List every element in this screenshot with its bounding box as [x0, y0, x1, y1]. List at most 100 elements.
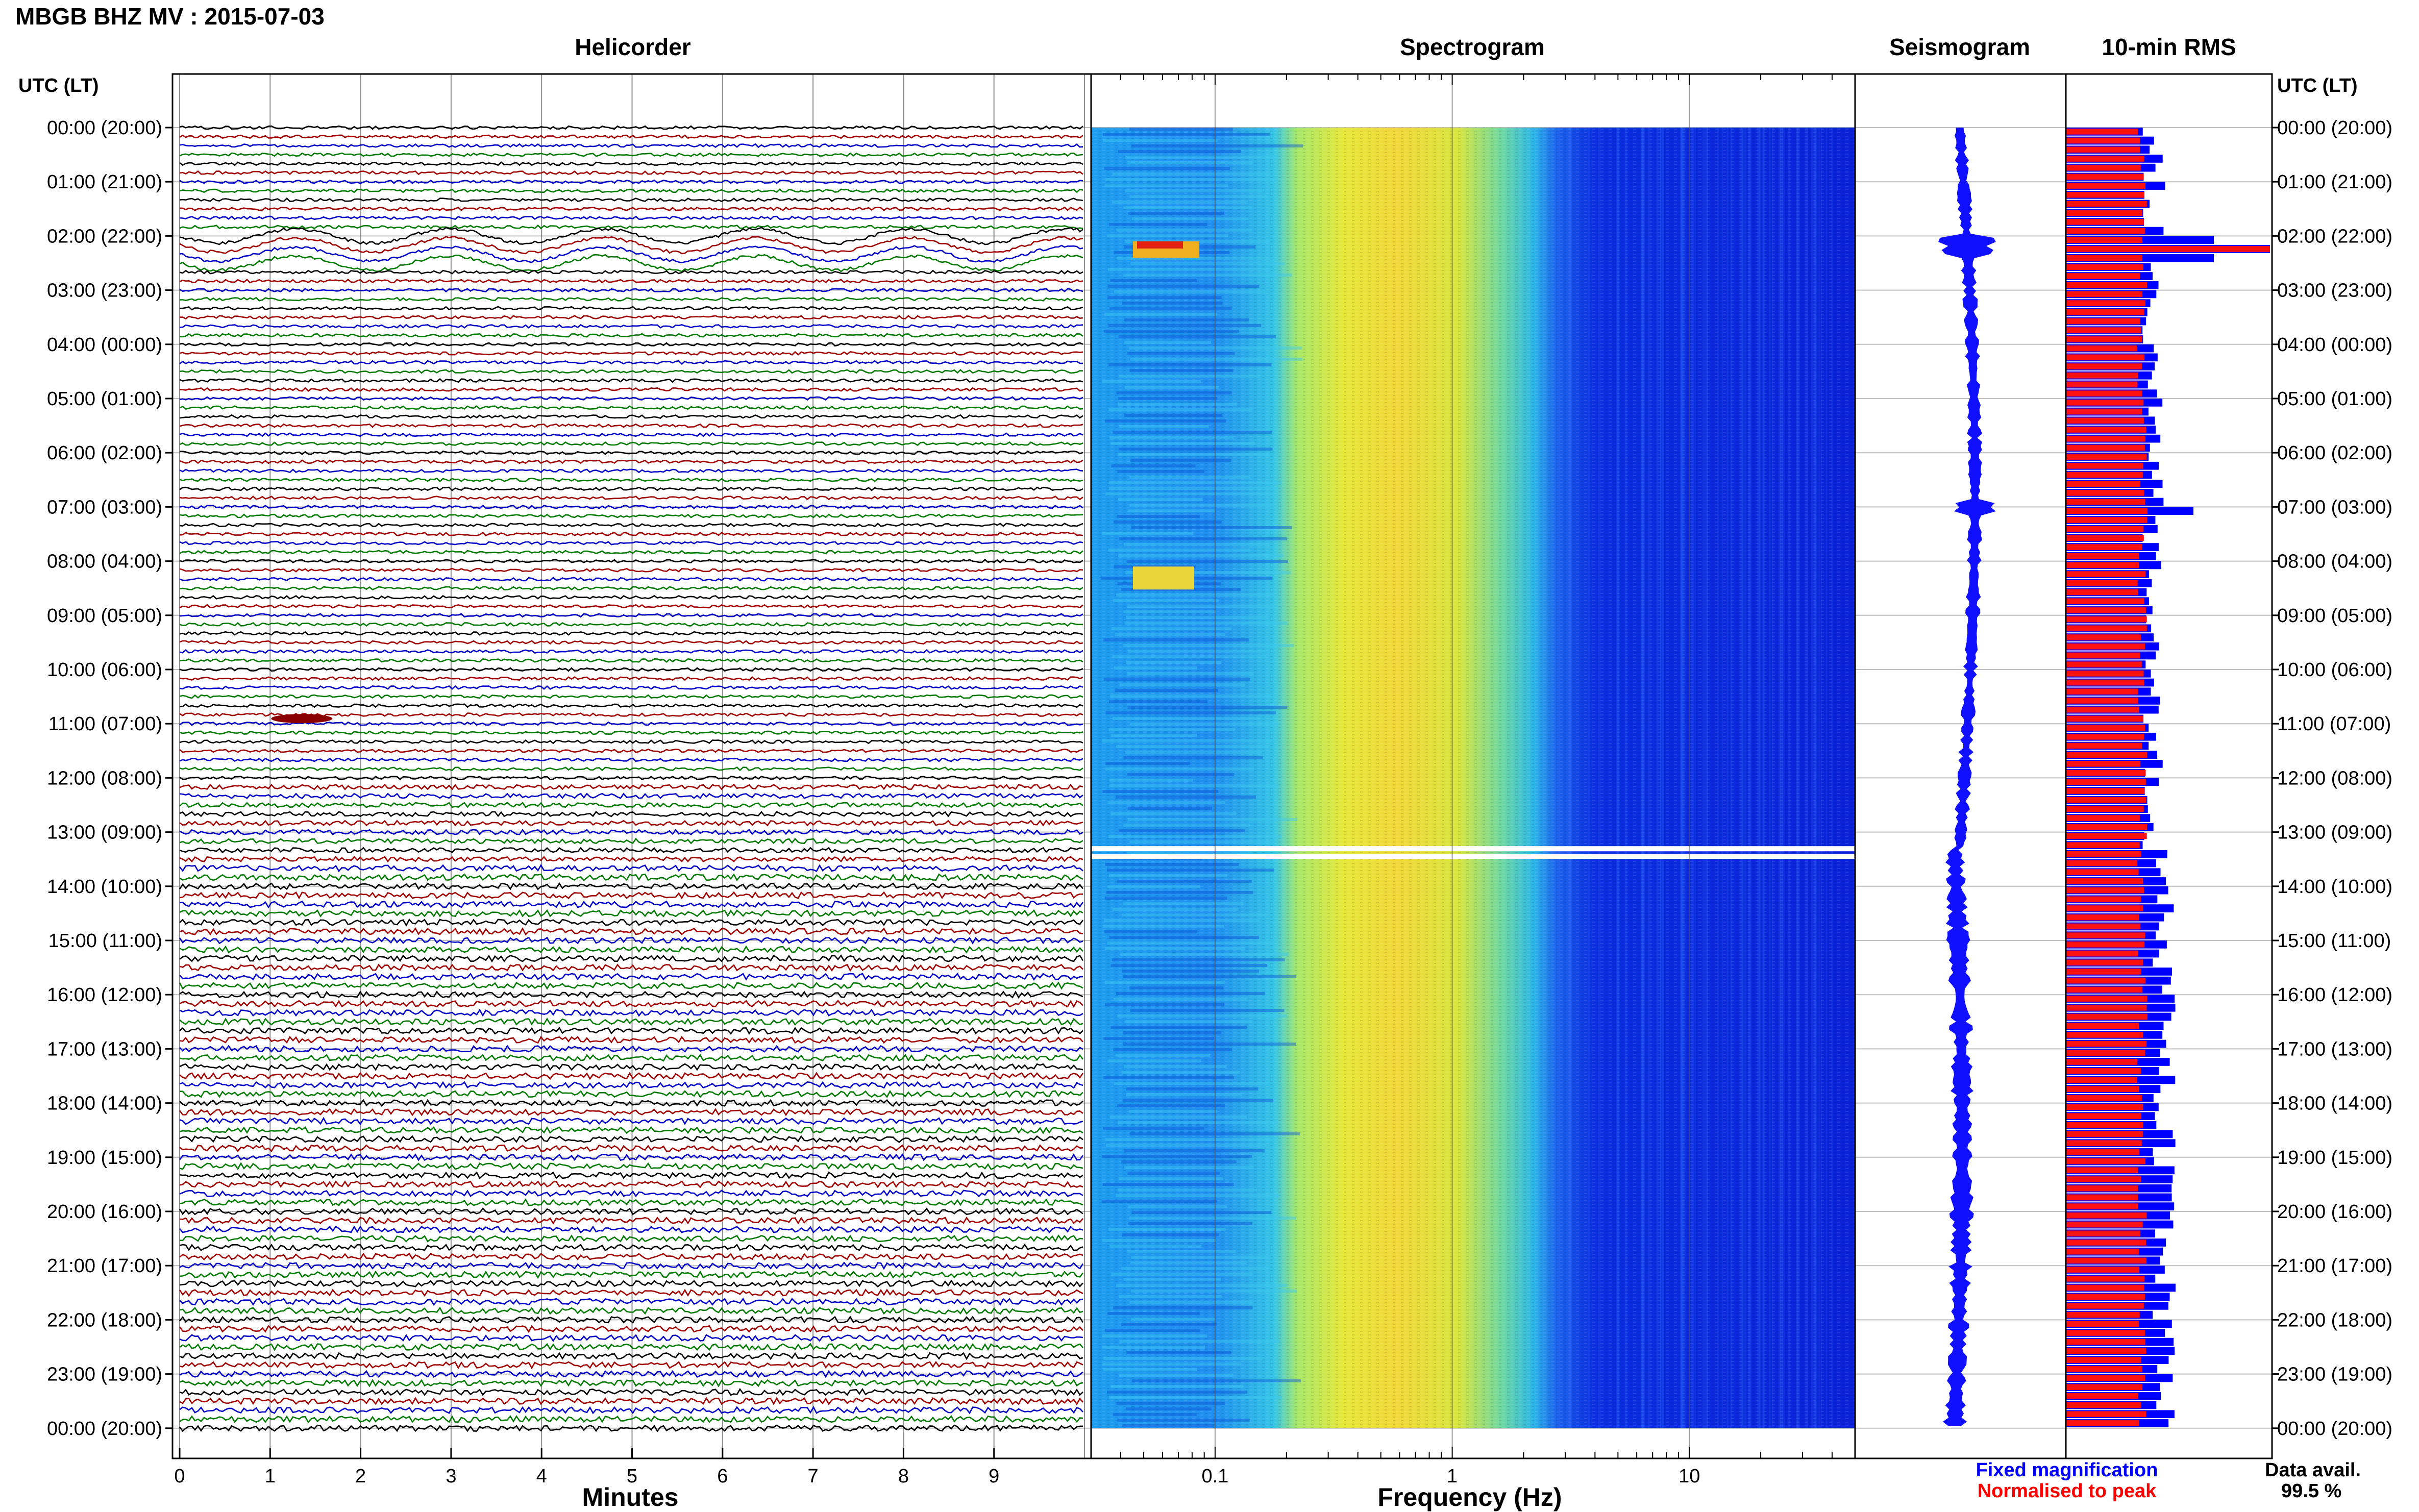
helicorder-trace: [179, 1415, 1083, 1424]
rms-bar-normalised: [2066, 309, 2144, 315]
spectrogram-column: [1682, 128, 1684, 1428]
rms-bar-normalised: [2066, 327, 2141, 334]
helicorder-trace: [179, 1180, 1083, 1188]
spectrogram-stripe: [1119, 537, 1288, 540]
spectrogram-stripe: [1119, 1177, 1223, 1180]
time-label: 14:00 (10:00): [2277, 876, 2392, 898]
helicorder-trace: [179, 856, 1083, 863]
helicorder-trace: [179, 1072, 1084, 1080]
rms-bar-normalised: [2066, 706, 2139, 713]
helicorder-trace: [179, 1333, 1083, 1343]
spectrogram-stripe: [1123, 1043, 1296, 1046]
spectrogram-stripe: [1118, 829, 1245, 832]
spectrogram-stripe: [1117, 1014, 1287, 1018]
spectrogram-stripe: [1107, 801, 1225, 804]
rms-panel: [2066, 128, 2270, 1427]
spectrogram-stripe: [1102, 1346, 1205, 1349]
frequency-axis: 0.1 1 10: [1091, 74, 1856, 1487]
spectrogram-stripe: [1114, 666, 1197, 670]
helicorder-trace: [179, 360, 1083, 365]
spectrogram-stripe: [1108, 700, 1207, 703]
helicorder-trace: [179, 387, 1083, 392]
helicorder-trace: [179, 152, 1083, 157]
spectrogram-column: [1647, 128, 1649, 1428]
rms-bar-normalised: [2066, 354, 2145, 361]
spectrogram-event: [1133, 566, 1194, 590]
rms-bar-normalised: [2066, 372, 2138, 379]
helicorder-trace: [179, 1297, 1083, 1306]
rms-bar-normalised: [2066, 1339, 2145, 1345]
helicorder-trace: [179, 1198, 1083, 1206]
rms-bar-normalised: [2066, 246, 2270, 252]
helicorder-trace: [179, 685, 1083, 690]
rms-bar-normalised: [2066, 1176, 2141, 1182]
spectrogram-stripe: [1127, 1250, 1236, 1253]
helicorder-trace: [179, 837, 1083, 845]
spectrogram-stripe: [1117, 1419, 1250, 1422]
spectrogram-stripe: [1108, 1228, 1226, 1231]
helicorder-trace: [179, 1360, 1083, 1370]
helicorder-trace: [179, 296, 1083, 302]
spectrogram-stripe: [1106, 869, 1274, 872]
spectrogram-stripe: [1109, 936, 1259, 939]
spectrogram-stripe: [1130, 459, 1231, 462]
spectrogram-stripe: [1103, 925, 1225, 928]
rms-bar-normalised: [2066, 1158, 2145, 1164]
spectrogram-stripe: [1118, 397, 1218, 400]
time-axis-header-right: UTC (LT): [2277, 75, 2358, 96]
spectrogram-stripe: [1123, 543, 1269, 546]
spectrogram-stripe: [1126, 616, 1269, 619]
time-label: 15:00 (11:00): [48, 930, 162, 952]
rms-bar-normalised: [2066, 914, 2139, 921]
spectrogram-stripe: [1123, 1031, 1221, 1034]
rms-bar-normalised: [2066, 1330, 2145, 1336]
rms-bar-normalised: [2066, 1402, 2141, 1408]
minutes-axis: 0 1 2 3 4 5 6 7 8 9: [174, 1448, 999, 1487]
spectrogram-stripe: [1119, 1295, 1222, 1298]
rms-bar-normalised: [2066, 1040, 2147, 1047]
spectrogram-stripe: [1114, 290, 1266, 293]
helicorder-trace: [179, 1135, 1083, 1144]
helicorder-trace: [179, 936, 1083, 945]
spectrogram-stripe: [1127, 818, 1298, 821]
rms-bar-normalised: [2066, 1122, 2143, 1128]
spectrogram-stripe: [1126, 560, 1288, 563]
spectrogram-column: [1659, 128, 1661, 1428]
rms-bar-normalised: [2066, 869, 2139, 876]
spectrogram-stripe: [1129, 504, 1274, 507]
spectrogram-stripe: [1112, 627, 1232, 630]
helicorder-trace: [179, 730, 1083, 735]
rms-bar-normalised: [2066, 1059, 2138, 1065]
spectrogram-stripe: [1127, 773, 1235, 776]
spectrogram-stripe: [1124, 341, 1212, 344]
helicorder-trace: [179, 279, 1083, 284]
helicorder-trace: [179, 1117, 1083, 1126]
rms-bar-normalised: [2066, 1221, 2143, 1228]
spectrogram-stripe: [1102, 133, 1270, 136]
rms-bar-normalised: [2066, 1167, 2138, 1174]
time-label: 00:00 (20:00): [2277, 117, 2392, 139]
spectrogram-column: [1818, 128, 1820, 1428]
rms-bar-normalised: [2066, 1050, 2145, 1056]
spectrogram-stripe: [1107, 268, 1271, 271]
rms-bar-normalised: [2066, 1032, 2143, 1038]
rms-bar-normalised: [2066, 454, 2147, 460]
spectrogram-stripe: [1103, 1368, 1197, 1371]
helicorder-trace: [179, 1053, 1084, 1062]
rms-bar-normalised: [2066, 1013, 2148, 1020]
helicorder-event: [271, 714, 333, 724]
helicorder-trace: [179, 188, 1083, 193]
spectrogram-stripe: [1107, 285, 1260, 288]
spectrogram-stripe: [1114, 1082, 1268, 1085]
spectrogram-stripe: [1118, 1121, 1278, 1124]
helicorder-trace: [179, 224, 1083, 230]
spectrogram-stripe: [1109, 1116, 1247, 1119]
helicorder-trace: [179, 882, 1084, 890]
spectrogram-event: [1137, 241, 1183, 249]
spectrogram-column: [1702, 128, 1705, 1428]
rms-bar-normalised: [2066, 770, 2146, 776]
rms-bar-normalised: [2066, 508, 2148, 514]
spectrogram-stripe: [1127, 706, 1288, 709]
rms-bar-normalised: [2066, 1275, 2145, 1282]
spectrogram-stripe: [1105, 1138, 1273, 1141]
